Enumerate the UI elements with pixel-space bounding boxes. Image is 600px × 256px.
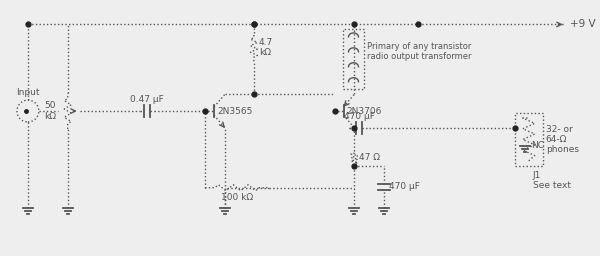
Text: 32- or
64-Ω
phones: 32- or 64-Ω phones <box>545 125 578 154</box>
Text: +9 V: +9 V <box>569 19 595 29</box>
Text: Input: Input <box>16 88 40 97</box>
Text: 0.47 μF: 0.47 μF <box>130 95 164 104</box>
Text: 4.7
kΩ: 4.7 kΩ <box>259 38 273 57</box>
Text: 100 kΩ: 100 kΩ <box>221 193 253 202</box>
Text: J1
See text: J1 See text <box>533 171 571 190</box>
Text: 470 μF: 470 μF <box>344 112 375 121</box>
Text: Primary of any transistor
radio output transformer: Primary of any transistor radio output t… <box>367 42 472 61</box>
Text: 2N3565: 2N3565 <box>217 106 253 115</box>
Text: 50
kΩ: 50 kΩ <box>44 101 56 121</box>
Text: 2N3706: 2N3706 <box>347 106 382 115</box>
Text: NC: NC <box>531 141 544 151</box>
Text: 47 Ω: 47 Ω <box>359 153 380 162</box>
Text: 470 μF: 470 μF <box>389 182 420 191</box>
